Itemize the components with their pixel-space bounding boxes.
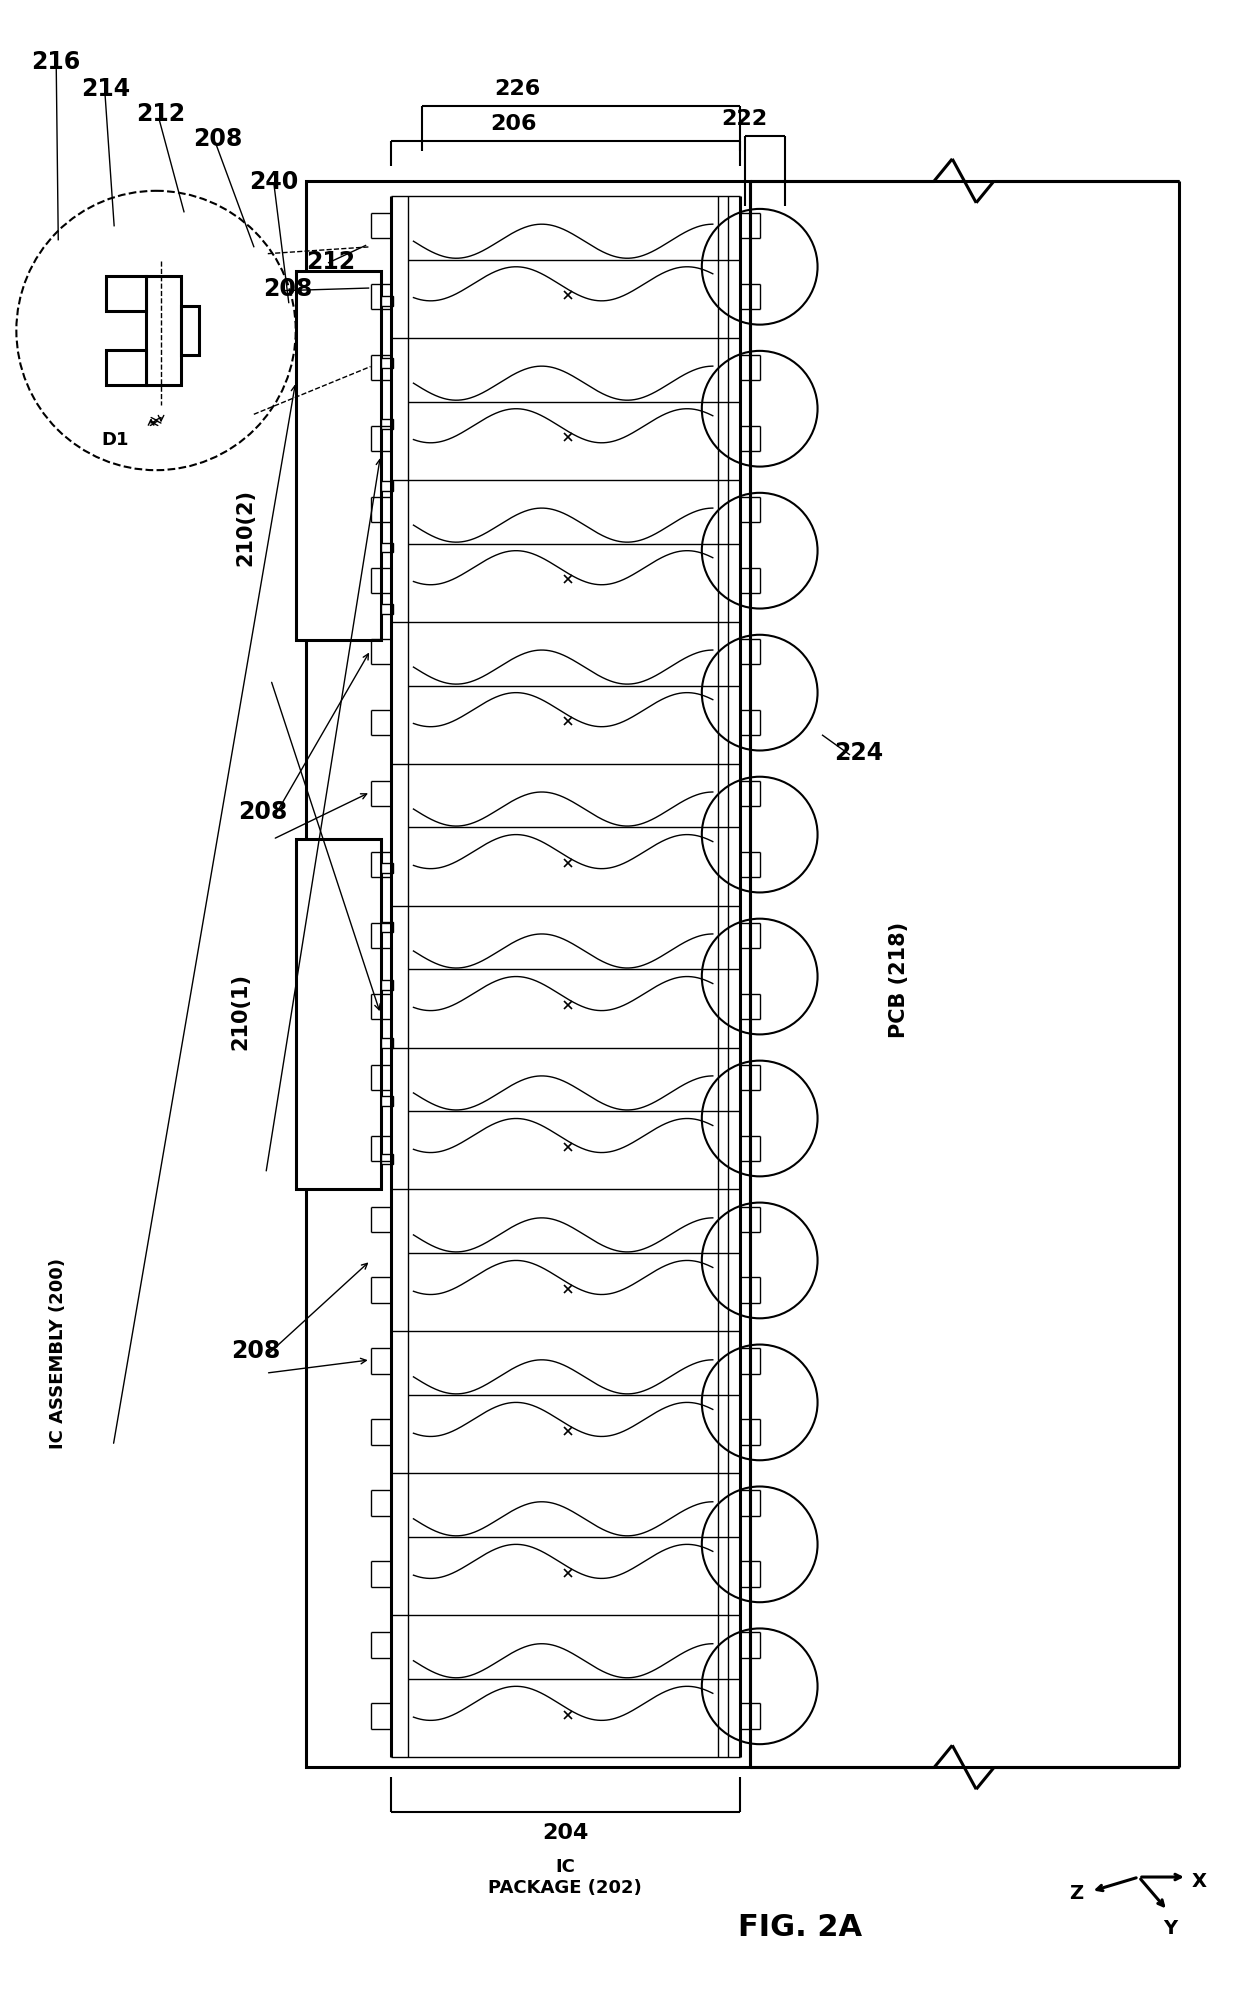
Bar: [306, 181, 750, 1768]
Text: IC ASSEMBLY (200): IC ASSEMBLY (200): [50, 1257, 67, 1448]
Bar: [107, 352, 146, 386]
Text: 216: 216: [31, 50, 81, 74]
Bar: [381, 981, 393, 991]
Text: 208: 208: [193, 127, 242, 151]
Text: FIG. 2A: FIG. 2A: [738, 1913, 862, 1941]
Text: 222: 222: [722, 109, 768, 129]
Text: IC
PACKAGE (202): IC PACKAGE (202): [489, 1858, 642, 1896]
Text: 210(1): 210(1): [231, 973, 250, 1050]
Text: Z: Z: [1069, 1884, 1083, 1901]
Text: 240: 240: [249, 169, 298, 193]
Bar: [146, 276, 181, 386]
Text: Y: Y: [1163, 1917, 1177, 1937]
Bar: [381, 1096, 393, 1106]
Bar: [295, 839, 381, 1189]
Bar: [381, 481, 393, 491]
Bar: [381, 923, 393, 933]
Text: X: X: [1192, 1870, 1207, 1890]
Bar: [107, 276, 146, 312]
Text: 208: 208: [231, 1339, 280, 1362]
Bar: [181, 306, 198, 356]
Bar: [381, 863, 393, 873]
Bar: [381, 296, 393, 306]
Text: 226: 226: [495, 80, 541, 99]
Text: PCB (218): PCB (218): [889, 921, 909, 1038]
Bar: [381, 420, 393, 430]
Bar: [381, 605, 393, 615]
Text: D1: D1: [102, 432, 129, 450]
Bar: [381, 1156, 393, 1166]
Text: 210(2): 210(2): [236, 489, 255, 565]
Text: 206: 206: [490, 113, 537, 133]
Bar: [381, 543, 393, 553]
Text: 212: 212: [136, 101, 185, 125]
Text: 212: 212: [306, 249, 355, 274]
Bar: [381, 358, 393, 368]
Bar: [381, 1038, 393, 1048]
Text: 204: 204: [542, 1822, 588, 1842]
Text: 208: 208: [263, 276, 312, 300]
Text: 208: 208: [238, 800, 288, 823]
Bar: [295, 271, 381, 640]
Text: 224: 224: [835, 740, 884, 764]
Text: 214: 214: [81, 78, 130, 101]
